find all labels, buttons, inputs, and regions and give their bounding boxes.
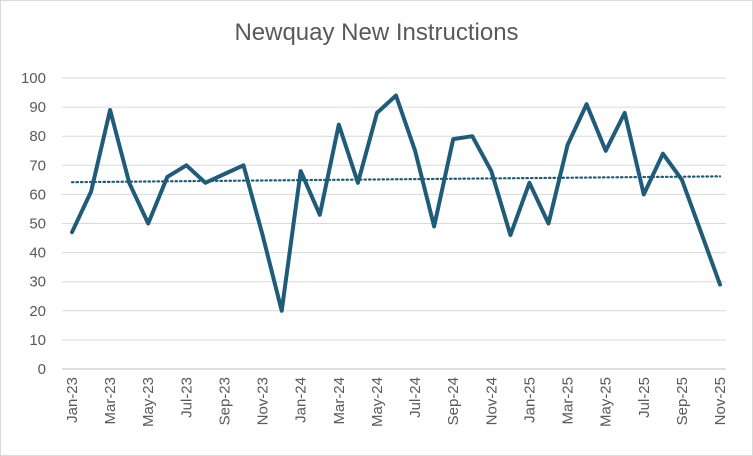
y-tick-label: 100	[21, 70, 46, 87]
chart-title: Newquay New Instructions	[234, 19, 519, 46]
x-tick-label: May-25	[598, 377, 615, 427]
y-tick-label: 70	[29, 157, 46, 174]
x-tick-label: Jul-23	[178, 377, 195, 418]
trendline	[70, 175, 722, 184]
y-tick-label: 20	[29, 303, 46, 320]
x-tick-label: Nov-24	[483, 377, 500, 425]
trendline-group	[70, 175, 722, 184]
x-tick-label: Jan-23	[64, 377, 81, 423]
y-tick-label: 50	[29, 216, 46, 233]
series-group	[70, 93, 722, 313]
series-line	[70, 93, 722, 313]
y-tick-label: 0	[38, 361, 46, 378]
x-tick-label: May-23	[140, 377, 157, 427]
y-tick-label: 30	[29, 274, 46, 291]
x-tick-label: Jul-24	[407, 377, 424, 418]
x-tick-label: Nov-25	[712, 377, 729, 425]
x-tick-label: Nov-23	[255, 377, 272, 425]
y-tick-label: 40	[29, 245, 46, 262]
x-tick-label: Jul-25	[636, 377, 653, 418]
x-tick-label: Mar-23	[102, 377, 119, 425]
x-tick-label: Mar-25	[560, 377, 577, 425]
x-tick-label: Sep-23	[216, 377, 233, 425]
x-tick-label: Mar-24	[331, 377, 348, 425]
x-tick-label: May-24	[369, 377, 386, 427]
y-tick-label: 60	[29, 186, 46, 203]
y-tick-label: 10	[29, 332, 46, 349]
y-tick-label: 90	[29, 99, 46, 116]
x-axis-ticks: Jan-23 Mar-23 May-23 Jul-23 Sep-23 Nov-23 Jan-…	[64, 377, 729, 427]
x-tick-label: Sep-24	[445, 377, 462, 425]
x-tick-label: Jan-25	[521, 377, 538, 423]
x-tick-label: Jan-24	[293, 377, 310, 423]
gridlines	[62, 77, 726, 370]
y-tick-label: 80	[29, 128, 46, 145]
x-tick-label: Sep-25	[674, 377, 691, 425]
y-axis-ticks: 0 10 20 30 40 50 60 70 80 90 100	[21, 70, 46, 378]
